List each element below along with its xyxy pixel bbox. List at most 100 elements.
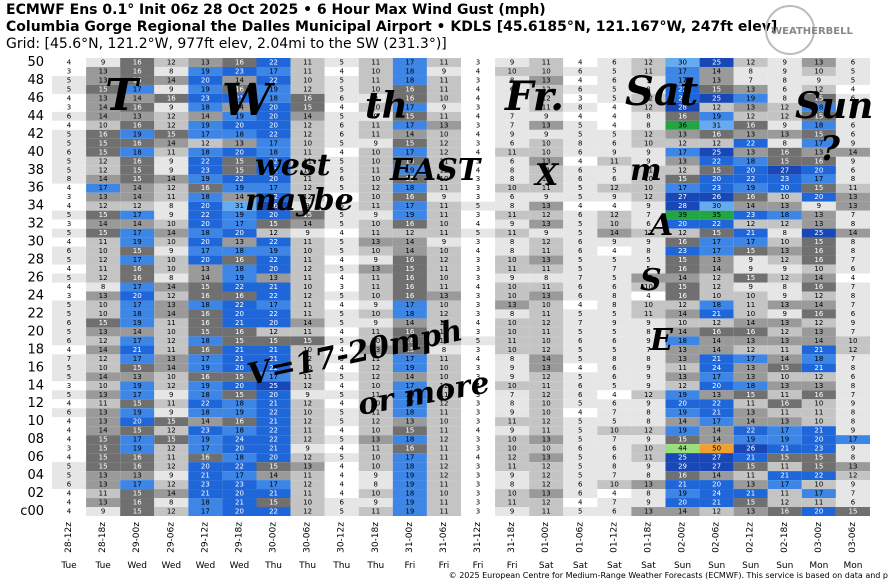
cell: [665, 201, 700, 211]
cell: [529, 84, 564, 94]
cell: [495, 471, 530, 481]
cell: [358, 58, 393, 67]
cell: [324, 210, 359, 220]
cell: [324, 273, 359, 283]
cell: [256, 300, 291, 310]
cell: [495, 462, 530, 472]
cell: [290, 354, 325, 364]
cell-label: 5: [612, 67, 616, 75]
cell-label: 5: [67, 76, 71, 84]
cell-label: 11: [439, 409, 448, 417]
cell: [86, 174, 121, 184]
cell: [801, 408, 836, 418]
cell-label: 5: [67, 166, 71, 174]
cell: [699, 498, 734, 508]
cell-label: 23: [201, 166, 210, 174]
cell: [767, 165, 802, 175]
cell: [86, 228, 121, 238]
cell-label: 9: [305, 202, 309, 210]
cell-label: 10: [371, 175, 380, 183]
cell: [461, 66, 496, 76]
cell: [835, 327, 870, 337]
cell: [358, 66, 393, 76]
cell-label: 13: [848, 463, 857, 471]
cell-label: 4: [578, 202, 583, 210]
cell-label: 10: [508, 382, 517, 390]
cell: [665, 480, 700, 490]
cell: [699, 84, 734, 94]
x-tick-label: 28-18z: [98, 522, 108, 553]
cell-label: 5: [612, 310, 616, 318]
x-tick-label: 28-12z: [64, 522, 74, 553]
cell-label: 13: [746, 373, 755, 381]
cell-label: 8: [851, 454, 855, 462]
cell-label: 8: [544, 274, 548, 282]
cell: [801, 111, 836, 121]
cell-label: 13: [780, 202, 789, 210]
cell-label: 5: [67, 463, 71, 471]
cell-label: 13: [780, 301, 789, 309]
cell: [767, 327, 802, 337]
cell-label: 3: [476, 445, 480, 453]
cell: [461, 219, 496, 229]
cell: [801, 498, 836, 508]
cell-label: 19: [235, 112, 244, 120]
cell: [733, 273, 768, 283]
cell: [529, 174, 564, 184]
cell-label: 16: [167, 94, 176, 102]
cell-label: 13: [712, 256, 721, 264]
cell-label: 9: [374, 256, 378, 264]
cell: [86, 345, 121, 355]
day-label: Fri: [507, 561, 518, 571]
cell: [597, 363, 632, 373]
cell-label: 11: [542, 58, 551, 66]
cell-label: 12: [439, 310, 448, 318]
cell: [665, 453, 700, 463]
cell-label: 5: [851, 76, 855, 84]
cell-label: 7: [612, 265, 616, 273]
annotation: S: [640, 263, 662, 298]
cell-label: 11: [99, 490, 108, 498]
cell: [563, 75, 598, 85]
cell: [154, 228, 189, 238]
cell: [597, 66, 632, 76]
cell-label: 17: [133, 229, 142, 237]
cell: [358, 165, 393, 175]
cell-label: 21: [269, 166, 278, 174]
cell: [801, 93, 836, 103]
cell: [529, 192, 564, 202]
cell: [392, 174, 427, 184]
cell-label: 9: [374, 472, 378, 480]
cell: [52, 75, 87, 85]
cell-label: 9: [510, 364, 514, 372]
cell-label: 11: [371, 274, 380, 282]
cell: [324, 300, 359, 310]
cell: [631, 219, 666, 229]
cell-label: 16: [405, 328, 414, 336]
cell: [86, 408, 121, 418]
cell-label: 5: [339, 319, 343, 327]
cell-label: 4: [67, 400, 72, 408]
cell-label: 17: [235, 472, 244, 480]
cell-label: 31: [712, 121, 721, 129]
cell: [665, 210, 700, 220]
cell: [188, 489, 223, 499]
cell-label: 14: [99, 175, 108, 183]
cell: [392, 309, 427, 319]
cell: [324, 291, 359, 301]
cell: [256, 453, 291, 463]
cell-label: 13: [848, 193, 857, 201]
cell-label: 3: [476, 103, 480, 111]
cell: [392, 489, 427, 499]
cell-label: 5: [339, 166, 343, 174]
cell: [631, 489, 666, 499]
cell-label: 22: [269, 130, 278, 138]
cell-label: 14: [235, 76, 244, 84]
cell-label: 4: [476, 355, 481, 363]
cell: [733, 120, 768, 130]
cell: [631, 156, 666, 166]
cell-label: 11: [439, 481, 448, 489]
cell: [86, 291, 121, 301]
cell-label: 18: [201, 301, 210, 309]
cell: [597, 273, 632, 283]
